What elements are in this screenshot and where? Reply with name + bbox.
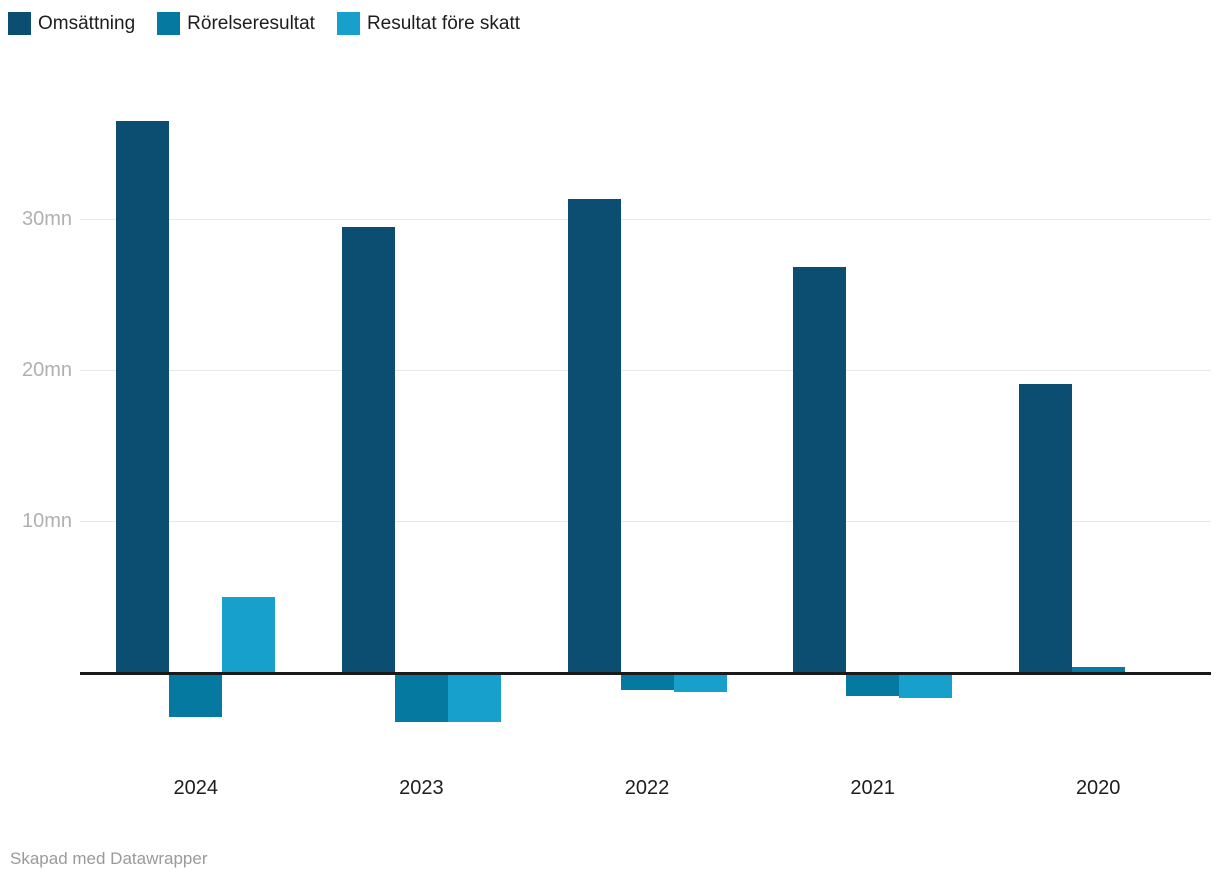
x-axis-label-2022: 2022 bbox=[624, 777, 670, 799]
legend-swatch-icon bbox=[157, 12, 181, 35]
bar-resultat-fore-skatt-2021[interactable] bbox=[899, 675, 953, 698]
legend-swatch-icon bbox=[8, 12, 31, 35]
legend-label: Omsättning bbox=[38, 13, 136, 34]
legend-swatch-icon bbox=[336, 12, 360, 35]
y-axis-tick-label: 30mn bbox=[21, 208, 72, 230]
y-axis-tick-label: 10mn bbox=[21, 510, 72, 532]
x-axis-label-2023: 2023 bbox=[399, 777, 444, 799]
bar-omsattning-2022[interactable] bbox=[567, 199, 621, 672]
y-axis-tick-label: 20mn bbox=[21, 359, 72, 381]
legend-item-rorelseresultat: Rörelseresultat bbox=[157, 12, 315, 35]
x-axis-label-2024: 2024 bbox=[173, 777, 219, 799]
gridline-30mn bbox=[80, 219, 1211, 220]
bar-rorelseresultat-2022[interactable] bbox=[620, 675, 674, 691]
bar-rorelseresultat-2021[interactable] bbox=[846, 675, 900, 697]
legend-label: Resultat före skatt bbox=[366, 13, 521, 34]
bar-omsattning-2024[interactable] bbox=[116, 120, 170, 672]
legend-item-resultat-fore-skatt: Resultat före skatt bbox=[336, 12, 521, 35]
gridline-20mn bbox=[80, 370, 1211, 371]
datawrapper-credit: Skapad med Datawrapper bbox=[10, 849, 208, 868]
bar-rorelseresultat-2023[interactable] bbox=[394, 675, 448, 722]
bar-rorelseresultat-2024[interactable] bbox=[169, 675, 223, 718]
bar-resultat-fore-skatt-2022[interactable] bbox=[673, 675, 727, 692]
legend-label: Rörelseresultat bbox=[187, 13, 315, 34]
x-axis-label-2020: 2020 bbox=[1075, 777, 1121, 799]
bar-resultat-fore-skatt-2024[interactable] bbox=[222, 596, 276, 672]
bar-omsattning-2021[interactable] bbox=[793, 267, 847, 672]
x-axis-label-2021: 2021 bbox=[850, 777, 895, 799]
gridline-10mn bbox=[80, 521, 1211, 522]
x-axis-baseline bbox=[80, 672, 1211, 675]
bar-omsattning-2023[interactable] bbox=[341, 226, 395, 672]
bar-resultat-fore-skatt-2023[interactable] bbox=[447, 675, 501, 722]
bar-omsattning-2020[interactable] bbox=[1018, 383, 1072, 672]
bar-rorelseresultat-2020[interactable] bbox=[1071, 667, 1125, 672]
legend-item-omsattning: Omsättning bbox=[8, 12, 135, 35]
legend: Omsättning Rörelseresultat Resultat före s… bbox=[8, 12, 520, 35]
